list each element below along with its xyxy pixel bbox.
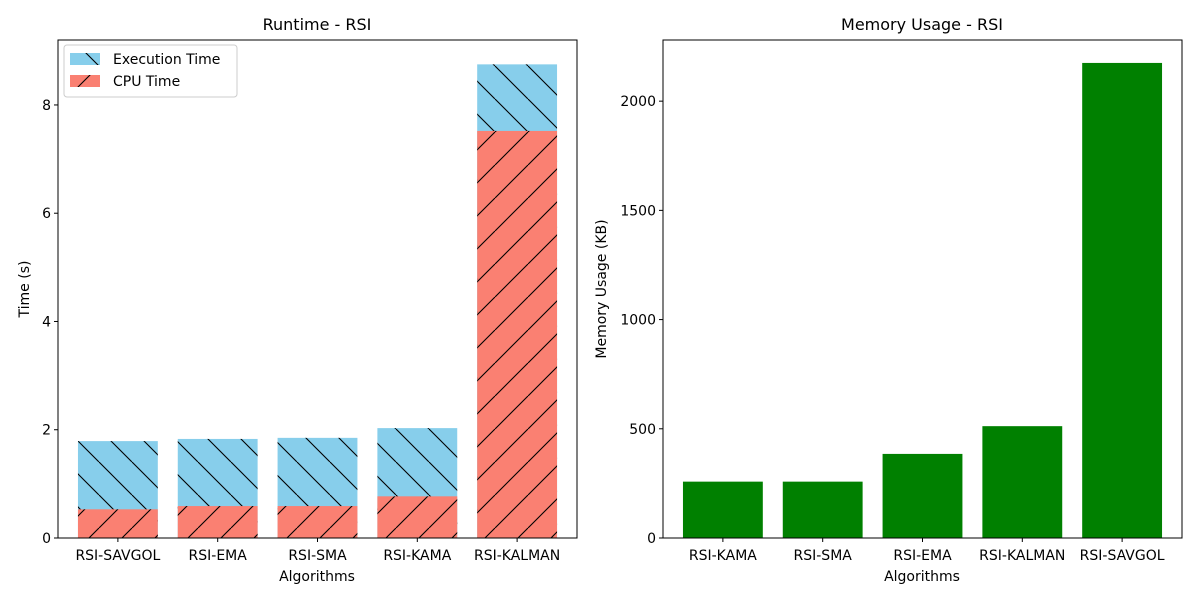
memory-chart: Memory Usage - RSI 0 500 1000 1500 2000 RSI-… xyxy=(594,15,1183,585)
runtime-bars xyxy=(77,64,558,538)
runtime-x-tick-label-rsi-kalman: RSI-KALMAN xyxy=(474,548,560,564)
runtime-plot-frame xyxy=(57,39,578,539)
bar-memory-rsi-kalman xyxy=(982,426,1063,538)
memory-y-axis-label: Memory Usage (KB) xyxy=(594,219,610,358)
legend-label-cpu-time: CPU Time xyxy=(113,74,180,90)
runtime-y-ticks: 0 2 4 6 8 xyxy=(42,98,58,547)
legend-item-cpu-time: CPU Time xyxy=(70,74,180,90)
bar-cpu-time-rsi-ema-hatch xyxy=(177,506,258,538)
memory-plot-frame xyxy=(662,39,1183,539)
memory-chart-title: Memory Usage - RSI xyxy=(841,15,1003,34)
runtime-x-tick-label-rsi-sma: RSI-SMA xyxy=(288,548,347,564)
memory-x-tick-label-rsi-ema: RSI-EMA xyxy=(893,548,952,564)
runtime-x-axis-label: Algorithms xyxy=(279,569,355,585)
legend-item-execution-time: Execution Time xyxy=(70,52,220,68)
memory-y-tick-label: 1000 xyxy=(620,313,656,329)
runtime-legend: Execution Time CPU Time xyxy=(63,44,238,98)
runtime-y-tick-label: 0 xyxy=(42,531,51,547)
bar-memory-rsi-sma xyxy=(782,481,863,538)
bar-cpu-time-rsi-kalman-hatch xyxy=(477,130,558,538)
memory-y-tick-label: 0 xyxy=(647,531,656,547)
runtime-x-ticks: RSI-SAVGOL RSI-EMA RSI-SMA RSI-KAMA RSI-KALM… xyxy=(75,538,560,564)
bar-memory-rsi-ema xyxy=(882,453,963,538)
runtime-y-tick-label: 6 xyxy=(42,206,51,222)
legend-swatch-execution-time-hatch xyxy=(70,53,100,65)
memory-x-axis-label: Algorithms xyxy=(884,569,960,585)
runtime-x-tick-label-rsi-ema: RSI-EMA xyxy=(189,548,248,564)
runtime-y-tick-label: 4 xyxy=(42,314,51,330)
bar-cpu-time-rsi-sma-hatch xyxy=(277,506,358,538)
bar-cpu-time-rsi-kama-hatch xyxy=(377,496,458,538)
legend-label-execution-time: Execution Time xyxy=(113,52,220,68)
bar-cpu-time-rsi-savgol-hatch xyxy=(77,509,158,538)
memory-y-ticks: 0 500 1000 1500 2000 xyxy=(620,94,663,547)
memory-x-ticks: RSI-KAMA RSI-SMA RSI-EMA RSI-KALMAN RSI-SAVG… xyxy=(689,538,1165,564)
memory-y-tick-label: 1500 xyxy=(620,203,656,219)
legend-frame xyxy=(63,44,238,98)
legend-swatch-cpu-time-hatch xyxy=(70,75,100,87)
runtime-x-tick-label-rsi-savgol: RSI-SAVGOL xyxy=(75,548,160,564)
memory-y-tick-label: 500 xyxy=(629,422,656,438)
memory-bars xyxy=(682,62,1163,539)
runtime-y-tick-label: 8 xyxy=(42,98,51,114)
bar-memory-rsi-savgol xyxy=(1082,62,1163,539)
runtime-chart-title: Runtime - RSI xyxy=(263,15,372,34)
memory-x-tick-label-rsi-savgol: RSI-SAVGOL xyxy=(1080,548,1165,564)
memory-y-tick-label: 2000 xyxy=(620,94,656,110)
memory-x-tick-label-rsi-sma: RSI-SMA xyxy=(794,548,853,564)
runtime-y-tick-label: 2 xyxy=(42,423,51,439)
runtime-x-tick-label-rsi-kama: RSI-KAMA xyxy=(383,548,451,564)
runtime-y-axis-label: Time (s) xyxy=(17,261,33,319)
bar-memory-rsi-kama xyxy=(682,481,763,538)
memory-x-tick-label-rsi-kalman: RSI-KALMAN xyxy=(979,548,1065,564)
memory-x-tick-label-rsi-kama: RSI-KAMA xyxy=(689,548,757,564)
